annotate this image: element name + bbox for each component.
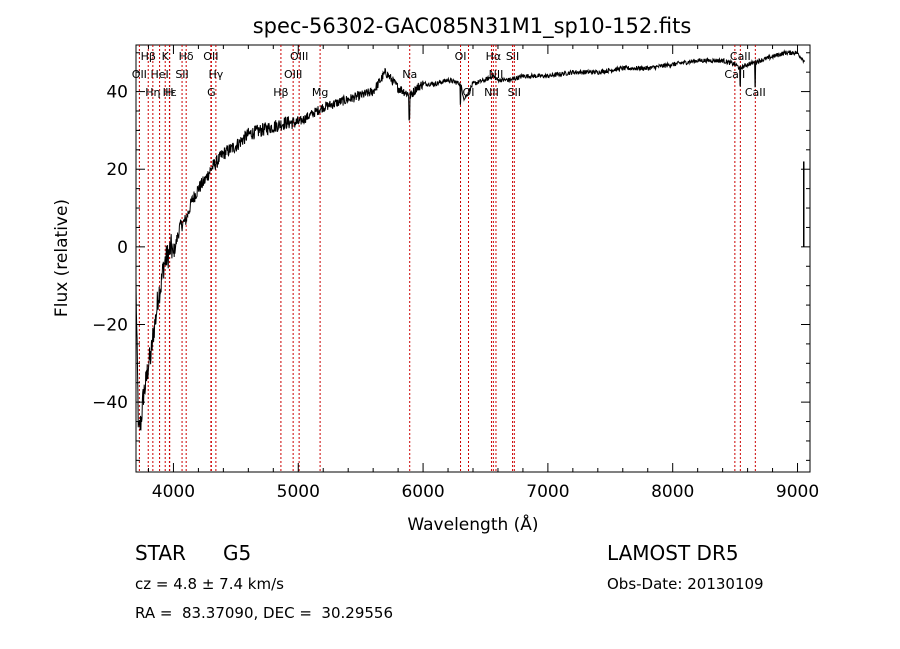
- x-axis-label: Wavelength (Å): [407, 513, 538, 535]
- line-marker-label: OIII: [284, 68, 302, 81]
- y-tick-label: −40: [92, 393, 128, 413]
- x-tick-label: 9000: [776, 482, 819, 502]
- y-axis-label: Flux (relative): [52, 199, 72, 317]
- line-marker-label: SII: [175, 68, 188, 81]
- obs-date: Obs-Date: 20130109: [607, 575, 764, 593]
- line-marker-label: Hγ: [208, 68, 223, 81]
- plot-frame: [135, 44, 811, 473]
- line-marker-label: OII: [132, 68, 147, 81]
- line-marker-label: K: [162, 50, 170, 63]
- line-marker-label: NII: [484, 86, 499, 99]
- x-tick-label: 7000: [526, 482, 569, 502]
- object-subclass: G5: [223, 541, 252, 565]
- line-marker-label: CaII: [724, 68, 745, 81]
- line-marker-label: SII: [508, 86, 521, 99]
- line-marker-label: OII: [203, 50, 218, 63]
- line-marker-label: Hε: [163, 86, 177, 99]
- line-marker-label: OI: [455, 50, 467, 63]
- line-marker-label: CaII: [730, 50, 751, 63]
- line-marker-label: Hβ: [141, 50, 156, 63]
- line-marker-label: SII: [506, 50, 519, 63]
- x-axis-ticks: 4000 5000 6000 7000 8000 9000: [147, 45, 819, 502]
- line-marker-label: Mg: [312, 86, 328, 99]
- line-marker-label: Na: [402, 68, 417, 81]
- line-marker-label: Hα: [486, 50, 502, 63]
- y-tick-label: 20: [106, 160, 128, 180]
- x-tick-label: 6000: [401, 482, 444, 502]
- object-class: STAR: [135, 541, 186, 565]
- x-tick-label: 4000: [152, 482, 195, 502]
- line-marker-label: CaII: [745, 86, 766, 99]
- line-marker-label: H: [165, 86, 173, 99]
- x-tick-label: 5000: [277, 482, 320, 502]
- y-tick-label: 40: [106, 83, 128, 103]
- spectrum-line: [135, 49, 806, 431]
- y-tick-label: −20: [92, 315, 128, 335]
- redshift-text: cz = 4.8 ± 7.4 km/s: [135, 575, 284, 593]
- line-marker-label: HeI: [150, 68, 168, 81]
- survey-label: LAMOST DR5: [607, 541, 739, 565]
- x-tick-label: 8000: [651, 482, 694, 502]
- coordinates-text: RA = 83.37090, DEC = 30.29556: [135, 604, 394, 622]
- line-marker-label: G: [207, 86, 216, 99]
- y-tick-label: 0: [117, 238, 128, 258]
- line-marker-label: Hη: [145, 86, 160, 99]
- line-marker-label: OIII: [290, 50, 308, 63]
- line-marker-label: Hδ: [179, 50, 194, 63]
- chart-title: spec-56302-GAC085N31M1_sp10-152.fits: [253, 14, 692, 39]
- line-marker-label: Hβ: [273, 86, 288, 99]
- y-axis-ticks: −40 −20 0 20 40: [92, 52, 810, 461]
